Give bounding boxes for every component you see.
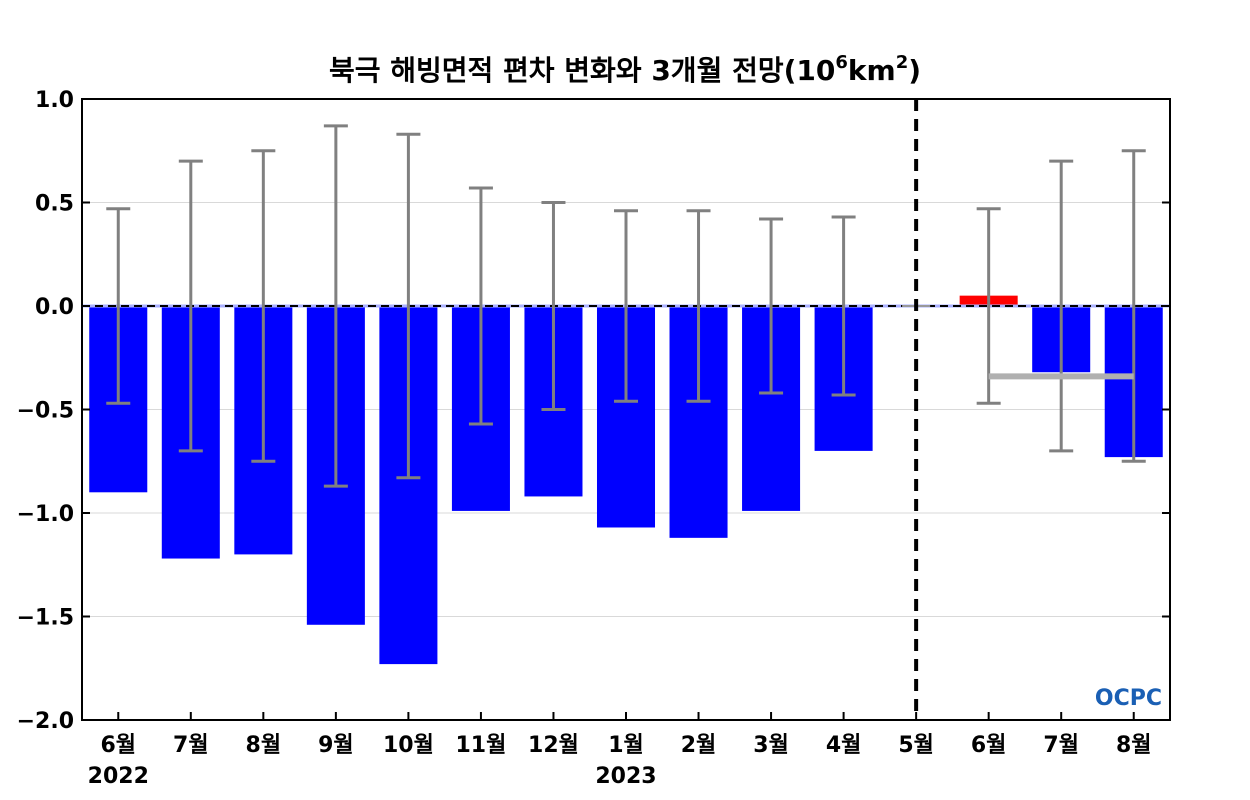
y-tick-label: −0.5	[17, 399, 74, 424]
x-tick-label: 6월	[971, 733, 1007, 758]
ocpc-logo: OCPC	[1095, 686, 1162, 711]
x-tick-label: 2월	[681, 733, 717, 758]
title-close: )	[908, 54, 921, 87]
x-tick-label: 8월	[246, 733, 282, 758]
x-tick-label: 3월	[753, 733, 789, 758]
x-tick-label: 9월	[318, 733, 354, 758]
x-tick-label: 6월	[100, 733, 136, 758]
x-tick-label: 11월	[456, 733, 507, 758]
title-unit: km	[848, 54, 896, 87]
chart-title: 북극 해빙면적 편차 변화와 3개월 전망(106km2)	[329, 52, 921, 87]
title-unit-exponent: 2	[896, 52, 909, 73]
error-bars	[106, 124, 1146, 488]
y-tick-label: −1.5	[17, 606, 74, 631]
y-axis: 1.0 0.5 0.0 −0.5 −1.0 −1.5 −2.0	[17, 88, 1170, 734]
y-tick-label: −2.0	[17, 709, 74, 734]
x-tick-label: 8월	[1116, 733, 1152, 758]
y-tick-label: −1.0	[17, 502, 74, 527]
title-base: 북극 해빙면적 편차 변화와 3개월 전망(10	[329, 54, 835, 87]
x-tick-label: 7월	[173, 733, 209, 758]
year-label: 2022	[88, 764, 149, 789]
x-tick-label: 7월	[1043, 733, 1079, 758]
y-tick-label: 1.0	[35, 88, 74, 113]
y-tick-label: 0.5	[35, 192, 74, 217]
x-tick-label: 4월	[826, 733, 862, 758]
x-axis: 6월 7월 8월 9월 10월 11월 12월 1월 2월 3월 4월 5월 6월 7월 8월 2022 202…	[88, 712, 1152, 789]
y-tick-label: 0.0	[35, 295, 74, 320]
title-exponent: 6	[835, 52, 848, 73]
x-tick-label: 5월	[898, 733, 934, 758]
x-tick-label: 1월	[608, 733, 644, 758]
x-tick-label: 10월	[383, 733, 434, 758]
x-tick-label: 12월	[528, 733, 579, 758]
overlays	[914, 99, 1134, 720]
year-label: 2023	[595, 764, 656, 789]
ocpc-logo-text: OCPC	[1095, 686, 1162, 711]
